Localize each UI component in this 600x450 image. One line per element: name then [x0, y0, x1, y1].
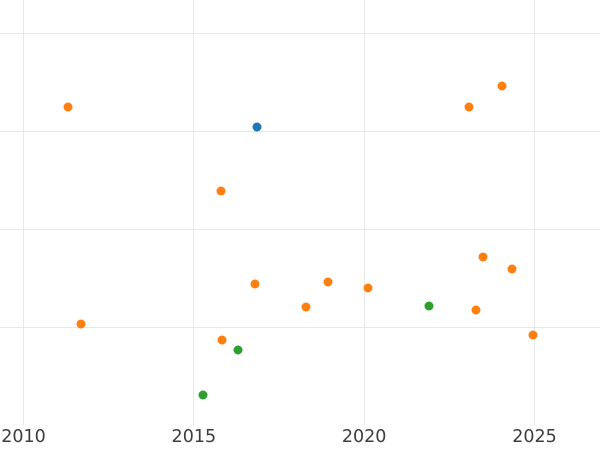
scatter-point-orange-series	[216, 186, 226, 196]
scatter-point-orange-series	[301, 302, 311, 312]
x-gridline	[363, 0, 365, 425]
y-gridline	[0, 326, 600, 328]
x-gridline	[193, 0, 195, 425]
scatter-point-orange-series	[323, 277, 333, 287]
scatter-point-orange-series	[497, 81, 507, 91]
scatter-point-green-series	[233, 345, 243, 355]
scatter-point-orange-series	[471, 305, 481, 315]
scatter-point-orange-series	[76, 319, 86, 329]
x-gridline	[533, 0, 535, 425]
scatter-point-orange-series	[250, 279, 260, 289]
x-gridline	[23, 0, 24, 425]
scatter-point-orange-series	[63, 102, 73, 112]
scatter-point-orange-series	[217, 335, 227, 345]
scatter-point-blue-series	[252, 122, 262, 132]
scatter-point-orange-series	[507, 264, 517, 274]
scatter-point-orange-series	[464, 102, 474, 112]
scatter-point-orange-series	[363, 283, 373, 293]
scatter-point-orange-series	[528, 330, 538, 340]
y-gridline	[0, 228, 600, 230]
scatter-point-orange-series	[478, 252, 488, 262]
y-gridline	[0, 33, 600, 35]
y-gridline	[0, 131, 600, 133]
x-tick-label: 2015	[171, 427, 217, 447]
x-tick-label: 2025	[512, 427, 557, 447]
x-tick-label: 2010	[1, 427, 46, 447]
x-tick-label: 2020	[341, 427, 387, 447]
scatter-point-green-series	[198, 390, 208, 400]
scatter-point-green-series	[424, 301, 434, 311]
